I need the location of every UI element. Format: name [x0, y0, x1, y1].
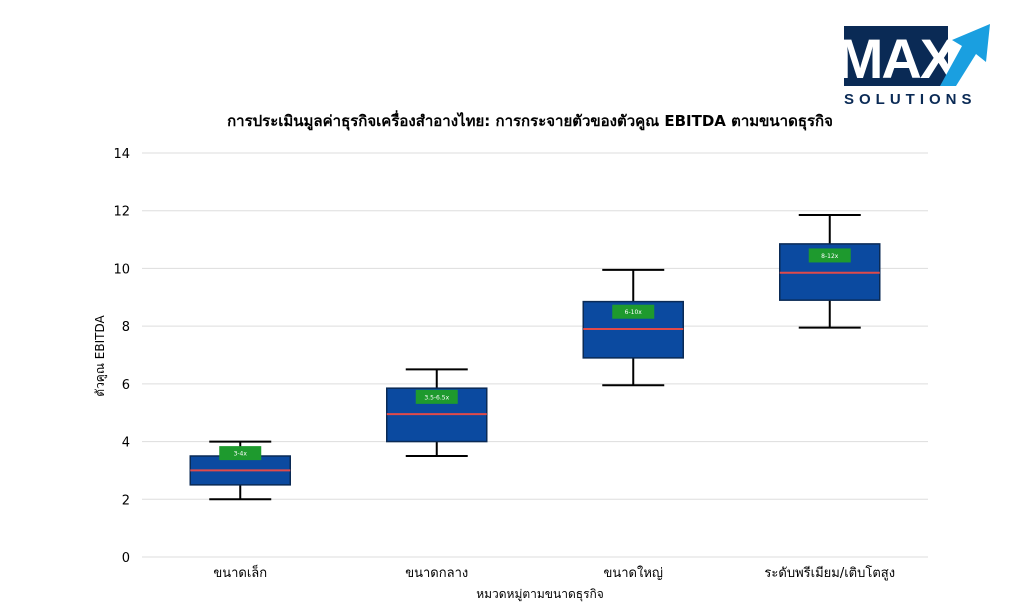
- box-plot: 3-4x: [189, 440, 291, 501]
- x-ticks: ขนาดเล็ก ขนาดกลาง ขนาดใหญ่ ระดับพรีเมียม/เต…: [213, 563, 895, 581]
- y-tick-label: 8: [122, 320, 130, 335]
- y-tick-label: 6: [122, 378, 130, 393]
- box-plot: 6-10x: [582, 268, 684, 387]
- x-tick-label: ระดับพรีเมียม/เติบโตสูง: [764, 565, 895, 581]
- range-label-bg: [219, 446, 262, 461]
- logo-mark: MAX: [840, 27, 957, 90]
- box-series: 3-4x 3.5-6.5x 6-10x 8-12x: [189, 214, 881, 501]
- range-label-bg: [808, 248, 851, 263]
- x-tick-label: ขนาดใหญ่: [603, 565, 663, 581]
- range-label-bg: [612, 304, 655, 319]
- max-solutions-logo: MAX SOLUTIONS: [840, 24, 990, 108]
- y-tick-label: 4: [122, 436, 130, 451]
- logo-subtitle: SOLUTIONS: [844, 91, 977, 108]
- box-plot: 3.5-6.5x: [386, 368, 488, 457]
- y-tick-label: 2: [122, 493, 130, 508]
- x-tick-label: ขนาดกลาง: [405, 566, 468, 581]
- range-label: 3.5-6.5x: [424, 394, 449, 401]
- y-axis-label: ตัวคูณ EBITDA: [93, 315, 108, 397]
- x-tick-label: ขนาดเล็ก: [213, 563, 267, 581]
- x-axis-label: หมวดหมู่ตามขนาดธุรกิจ: [476, 587, 604, 602]
- box-plot: 8-12x: [779, 214, 881, 329]
- y-tick-label: 12: [113, 205, 130, 220]
- y-ticks: 0 2 4 6 8 10 12 14: [113, 147, 130, 566]
- gridlines: [142, 152, 928, 558]
- chart-title: การประเมินมูลค่าธุรกิจเครื่องสำอางไทย: ก…: [227, 110, 833, 131]
- range-label: 6-10x: [625, 309, 643, 316]
- y-tick-label: 14: [113, 147, 130, 162]
- y-tick-label: 10: [113, 262, 130, 277]
- range-label: 8-12x: [821, 253, 839, 260]
- y-tick-label: 0: [122, 551, 130, 566]
- range-label: 3-4x: [234, 451, 248, 458]
- range-label-bg: [415, 389, 458, 404]
- logo-mark-icon: MAX: [840, 24, 990, 90]
